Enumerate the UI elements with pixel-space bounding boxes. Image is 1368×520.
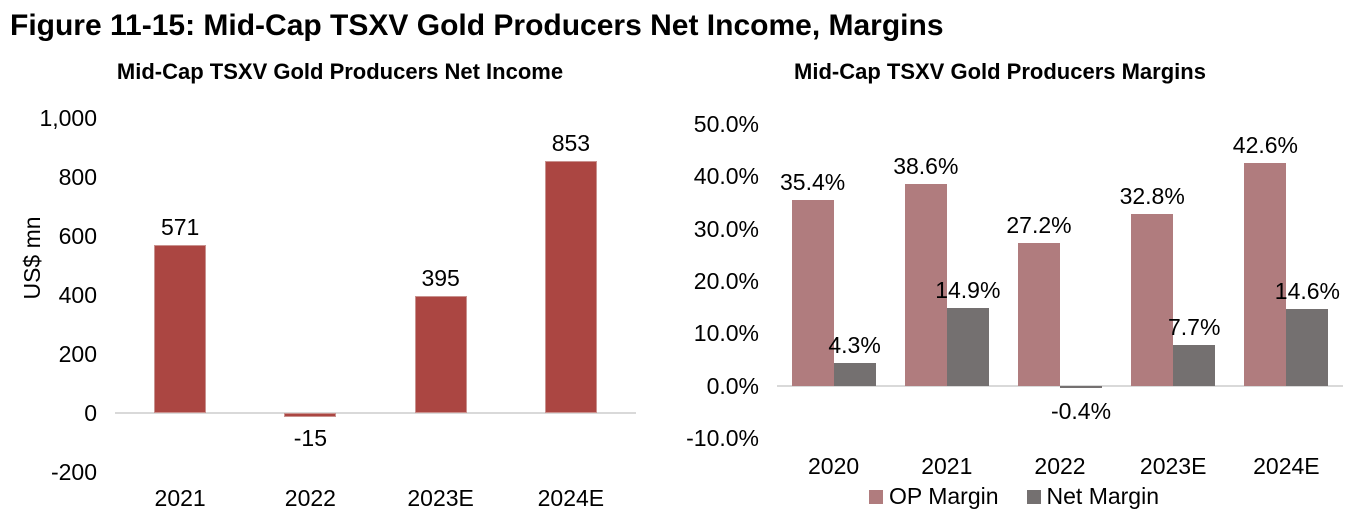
bar-value-label: 7.7% [1167, 314, 1221, 341]
bar-value-label: -15 [293, 425, 327, 452]
bar [284, 413, 337, 418]
y-tick-label: 40.0% [693, 163, 759, 190]
legend-swatch [869, 489, 883, 504]
x-category-label: 2021 [921, 453, 973, 479]
bar-value-label: 35.4% [780, 169, 846, 196]
bar-value-label: 4.3% [828, 332, 881, 359]
bar [1131, 214, 1174, 386]
net-income-chart: Mid-Cap TSXV Gold Producers Net Income U… [0, 55, 680, 520]
legend: OP Margin Net Margin [680, 483, 1348, 510]
y-tick-label: 200 [58, 341, 97, 367]
bar [1286, 309, 1329, 386]
x-category-label: 2022 [284, 485, 336, 511]
bar-value-label: 38.6% [893, 152, 959, 179]
bar-value-label: 571 [160, 213, 200, 240]
x-category-label: 2022 [1034, 453, 1086, 479]
zero-axis-line [115, 412, 636, 414]
bar-value-label: 853 [551, 130, 591, 157]
bar-value-label: 27.2% [1006, 212, 1072, 239]
bar [946, 307, 989, 386]
net-income-plot: 1,000 800 600 400 200 0 -200 571 2021 -15 2022 395 2… [39, 105, 636, 511]
y-tick-label: 20.0% [693, 268, 759, 294]
y-tick-label: -10.0% [686, 425, 759, 451]
legend-item: Net Margin [1026, 483, 1159, 510]
bar-value-label: 42.6% [1232, 131, 1298, 158]
net-income-chart-title: Mid-Cap TSXV Gold Producers Net Income [116, 59, 564, 84]
bar-value-label: 395 [421, 265, 460, 292]
x-category-label: 2023E [407, 485, 474, 511]
x-category-label: 2021 [154, 485, 206, 511]
y-tick-label: 50.0% [693, 111, 759, 137]
margins-chart-title: Mid-Cap TSXV Gold Producers Margins [794, 59, 1206, 84]
bar-value-label: 32.8% [1119, 183, 1185, 209]
bar [1173, 345, 1216, 386]
y-tick-label: -200 [50, 459, 97, 485]
bar-value-label: -0.4% [1050, 397, 1112, 424]
bar [1018, 243, 1060, 386]
x-category-label: 2023E [1139, 453, 1207, 479]
y-tick-label: 0 [84, 400, 97, 426]
bar [414, 296, 467, 413]
bar [833, 363, 876, 386]
bar [1060, 385, 1102, 388]
y-tick-label: 30.0% [693, 215, 759, 242]
legend-item: OP Margin [869, 483, 999, 510]
y-tick-label: 1,000 [39, 105, 97, 131]
bar [904, 183, 947, 386]
y-tick-label: 600 [58, 223, 97, 249]
y-tick-label: 0.0% [706, 372, 759, 399]
x-category-label: 2024E [1253, 453, 1320, 479]
y-tick-label: 400 [58, 282, 97, 308]
legend-label: Net Margin [1046, 483, 1159, 509]
x-category-label: 2024E [537, 485, 605, 511]
bar [154, 244, 207, 413]
x-category-label: 2020 [808, 453, 860, 479]
figure-title: Figure 11-15: Mid-Cap TSXV Gold Producer… [10, 9, 944, 42]
bar [1244, 162, 1287, 386]
legend-swatch [1026, 489, 1041, 504]
y-tick-label: 10.0% [693, 320, 759, 347]
bar [544, 161, 597, 413]
bar-value-label: 14.9% [935, 276, 1001, 303]
bar-value-label: 14.6% [1274, 278, 1340, 305]
bar [791, 200, 834, 386]
margins-plot: 50.0% 40.0% 30.0% 20.0% 10.0% 0.0% -10.0% 35.4%… [686, 111, 1343, 479]
legend-label: OP Margin [889, 483, 999, 509]
y-tick-label: 800 [58, 164, 97, 190]
margins-chart: Mid-Cap TSXV Gold Producers Margins 50.0… [680, 55, 1368, 520]
